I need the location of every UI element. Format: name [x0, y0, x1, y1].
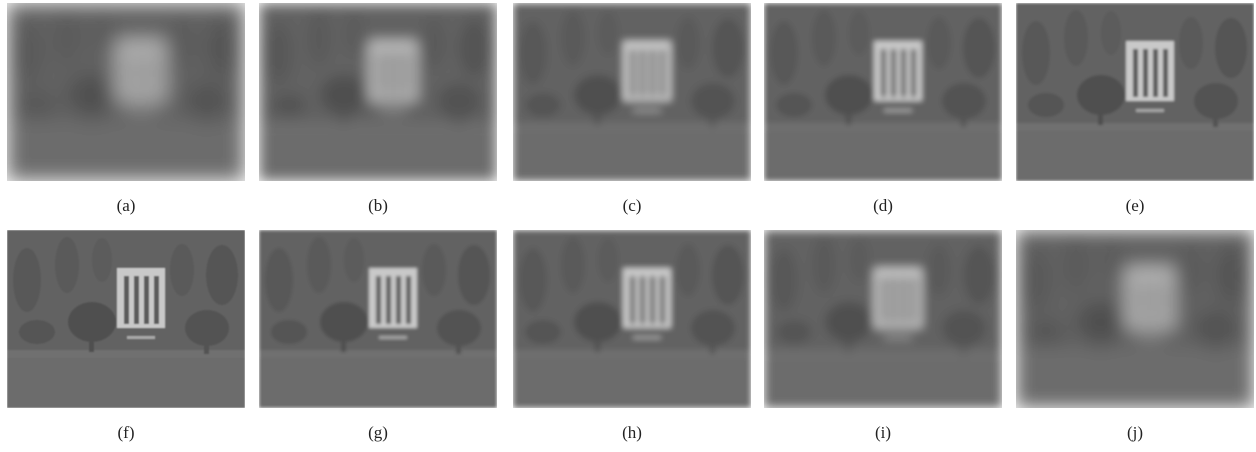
- caption: (i): [875, 423, 891, 442]
- image: [7, 230, 245, 408]
- caption: (c): [623, 196, 642, 215]
- image: [259, 230, 497, 408]
- image: [1016, 3, 1254, 181]
- caption: (h): [622, 423, 642, 442]
- image-panel: [7, 230, 245, 408]
- caption: (j): [1127, 423, 1143, 442]
- image: [1016, 230, 1254, 408]
- image-panel: [513, 230, 751, 408]
- caption: (f): [118, 423, 135, 442]
- image-panel: [1016, 3, 1254, 181]
- page: {"figure": {"captions": ["(a)", "(b)", "…: [0, 0, 1256, 447]
- image: [513, 230, 751, 408]
- image-panel: [764, 230, 1002, 408]
- image: [513, 3, 751, 181]
- image: [7, 3, 245, 181]
- image-panel: [259, 230, 497, 408]
- caption: (b): [368, 196, 388, 215]
- caption: (g): [368, 423, 388, 442]
- image: [259, 3, 497, 181]
- image-panel: [1016, 230, 1254, 408]
- figure: (a) (b) (c) (d) (e) (f) (g) (h) (i) (j): [0, 0, 1256, 447]
- image-panel: [513, 3, 751, 181]
- caption: (e): [1126, 196, 1145, 215]
- image: [764, 230, 1002, 408]
- image-panel: [7, 3, 245, 181]
- caption: (d): [873, 196, 893, 215]
- image-panel: [764, 3, 1002, 181]
- image-panel: [259, 3, 497, 181]
- caption: (a): [117, 196, 136, 215]
- image: [764, 3, 1002, 181]
